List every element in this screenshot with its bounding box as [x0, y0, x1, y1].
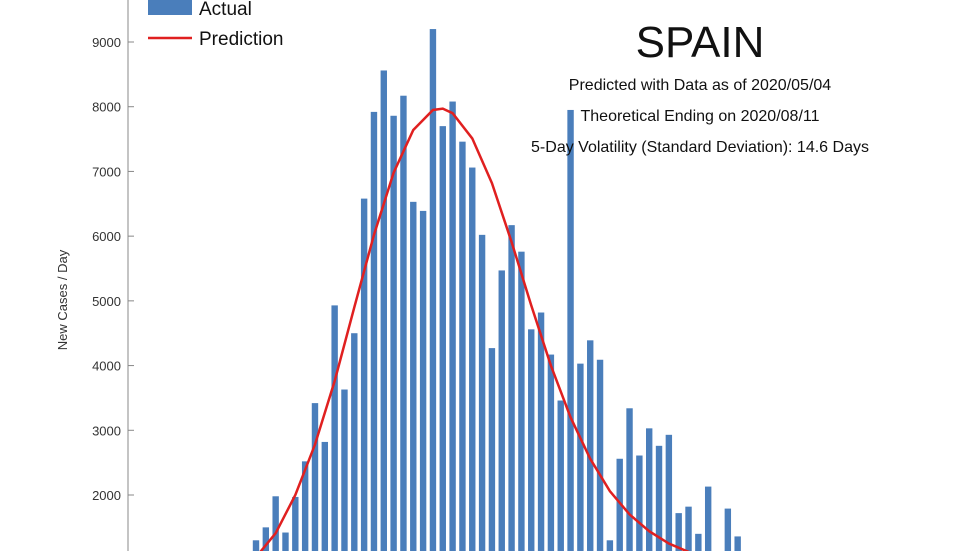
legend-swatch-actual	[148, 0, 192, 15]
bar	[636, 455, 643, 551]
annotation-theoretical-ending: Theoretical Ending on 2020/08/11	[581, 108, 820, 125]
bar	[262, 527, 270, 551]
bar	[301, 461, 309, 551]
legend: Actual Prediction	[148, 0, 284, 50]
bar	[567, 109, 574, 551]
bar	[577, 363, 584, 551]
bar	[616, 458, 623, 551]
annotation-volatility: 5-Day Volatility (Standard Deviation): 1…	[531, 139, 869, 156]
bar	[400, 95, 407, 551]
bar	[537, 312, 545, 551]
bar	[508, 225, 515, 551]
bar	[351, 333, 358, 551]
bar	[685, 506, 692, 551]
chart-title: SPAIN	[636, 18, 765, 67]
bar	[390, 115, 397, 551]
bar	[528, 329, 535, 551]
bar	[439, 126, 446, 551]
y-tick-label: 7000	[92, 164, 121, 179]
y-tick-label: 2000	[92, 488, 121, 503]
bar	[734, 536, 741, 551]
bar	[606, 540, 614, 551]
y-ticks: 2000 3000 4000 5000 6000 7000 8000 9000	[92, 35, 134, 503]
bar	[449, 101, 456, 551]
bars	[252, 29, 741, 551]
bar	[646, 428, 653, 551]
bar	[596, 359, 604, 551]
bar	[587, 340, 594, 551]
y-tick-label: 8000	[92, 100, 121, 115]
bar	[469, 167, 476, 551]
bar	[331, 305, 338, 551]
bar	[419, 210, 427, 551]
bar	[360, 198, 368, 551]
bar	[626, 408, 633, 551]
y-tick-label: 4000	[92, 359, 121, 374]
bar	[478, 234, 486, 551]
bar	[341, 389, 348, 551]
bar	[488, 348, 496, 551]
y-tick-label: 9000	[92, 35, 121, 50]
bar	[459, 141, 466, 551]
legend-label-actual: Actual	[199, 0, 252, 20]
bar	[498, 270, 505, 551]
bar	[380, 70, 387, 551]
bar	[292, 496, 299, 551]
y-axis-label: New Cases / Day	[55, 249, 70, 350]
annotation-predicted-date: Predicted with Data as of 2020/05/04	[569, 77, 831, 94]
bar	[547, 354, 555, 551]
bar	[272, 496, 279, 551]
bar	[311, 403, 319, 551]
bar	[370, 111, 378, 551]
bar	[675, 513, 682, 551]
bar	[252, 540, 260, 551]
y-tick-label: 3000	[92, 423, 121, 438]
bar	[518, 251, 525, 551]
y-tick-label: 5000	[92, 294, 121, 309]
y-tick-label: 6000	[92, 229, 121, 244]
bar	[665, 434, 673, 551]
bar	[282, 532, 289, 551]
bar	[724, 508, 732, 551]
bar	[429, 29, 437, 551]
bar	[321, 441, 329, 551]
legend-label-prediction: Prediction	[199, 29, 284, 50]
bar	[557, 400, 564, 551]
bar	[704, 486, 712, 551]
prediction-line	[259, 107, 690, 551]
bar	[655, 445, 663, 551]
bar	[695, 533, 702, 551]
bar	[410, 201, 417, 551]
